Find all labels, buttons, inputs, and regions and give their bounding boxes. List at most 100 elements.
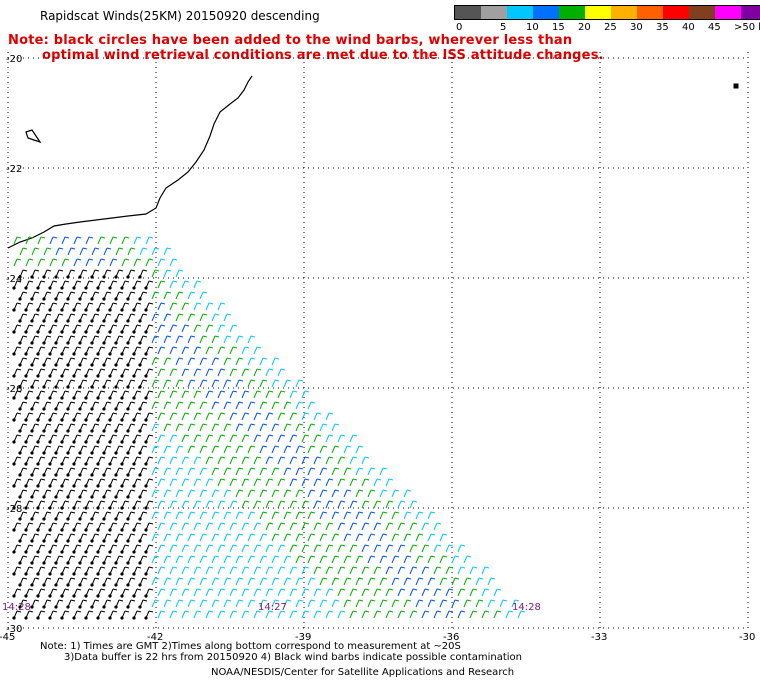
wind-barb xyxy=(181,588,190,597)
wind-barb xyxy=(138,445,148,455)
wind-barb xyxy=(18,291,28,301)
wind-barb xyxy=(163,599,172,608)
wind-barb xyxy=(223,577,232,586)
wind-barb xyxy=(108,500,118,510)
wind-barb xyxy=(415,511,424,520)
wind-barb xyxy=(211,423,220,432)
wind-barb xyxy=(114,291,124,301)
wind-barb xyxy=(295,423,304,432)
lon-tick-label: -39 xyxy=(295,632,311,643)
wind-barb xyxy=(42,533,52,543)
wind-barb xyxy=(13,236,22,245)
lat-tick-label: -20 xyxy=(6,54,22,65)
wind-barb xyxy=(463,555,472,564)
wind-barb xyxy=(325,588,334,597)
wind-barb xyxy=(120,346,130,356)
wind-barb xyxy=(217,412,226,421)
wind-barb xyxy=(132,456,142,466)
wind-barb xyxy=(108,368,118,378)
wind-barb xyxy=(163,445,172,454)
wind-barb xyxy=(205,500,214,509)
wind-barb xyxy=(349,566,358,575)
wind-barb xyxy=(193,500,202,509)
wind-barb xyxy=(169,434,178,443)
wind-barb xyxy=(138,313,148,323)
wind-barb xyxy=(79,247,88,256)
wind-barb xyxy=(301,412,310,421)
wind-barb xyxy=(331,445,340,454)
wind-barb xyxy=(457,588,466,597)
wind-barb xyxy=(30,555,40,565)
wind-barb xyxy=(295,445,304,454)
wind-barb xyxy=(211,599,220,608)
wind-barb xyxy=(247,401,256,410)
wind-barb xyxy=(205,588,214,597)
wind-barb xyxy=(379,467,388,476)
legend-swatch xyxy=(611,6,637,19)
wind-barb xyxy=(223,445,232,454)
legend-swatch xyxy=(455,6,481,19)
wind-barb xyxy=(78,357,88,367)
note-line-2: optimal wind retrieval conditions are me… xyxy=(42,48,604,63)
wind-barb xyxy=(211,467,220,476)
wind-barb xyxy=(259,533,268,542)
wind-barb xyxy=(409,610,418,619)
wind-barb xyxy=(54,599,64,609)
wind-barb xyxy=(108,478,118,488)
wind-barb xyxy=(271,555,280,564)
wind-barb xyxy=(48,390,58,400)
wind-barb xyxy=(175,357,184,366)
wind-barb xyxy=(439,533,448,542)
wind-barb xyxy=(187,379,196,388)
wind-barb xyxy=(325,610,334,619)
wind-barb xyxy=(259,489,268,498)
wind-barb xyxy=(469,588,478,597)
wind-barb xyxy=(253,434,262,443)
wind-barb xyxy=(169,258,178,267)
wind-barb xyxy=(132,434,142,444)
wind-barb xyxy=(217,566,226,575)
wind-barb xyxy=(42,489,52,499)
wind-barb xyxy=(90,269,100,279)
wind-barb xyxy=(313,522,322,531)
wind-barb xyxy=(289,522,298,531)
wind-barb xyxy=(337,478,346,487)
wind-barb xyxy=(229,588,238,597)
wind-barb xyxy=(36,346,46,356)
wind-barb xyxy=(126,533,136,543)
wind-barb xyxy=(48,324,58,334)
wind-barb xyxy=(24,368,34,378)
wind-barb xyxy=(295,489,304,498)
wind-barb xyxy=(313,588,322,597)
wind-barb xyxy=(84,368,94,378)
wind-barb xyxy=(313,566,322,575)
wind-barb xyxy=(331,599,340,608)
wind-barb xyxy=(67,247,76,256)
wind-barb xyxy=(373,588,382,597)
wind-barb xyxy=(475,599,484,608)
wind-barb xyxy=(163,357,172,366)
lat-tick-label: -28 xyxy=(6,504,22,515)
wind-barb xyxy=(18,379,28,389)
wind-barb xyxy=(36,302,46,312)
wind-barb xyxy=(223,335,232,344)
wind-barb xyxy=(193,544,202,553)
wind-barb xyxy=(253,412,262,421)
wind-barb xyxy=(163,291,172,300)
wind-barb xyxy=(271,423,280,432)
wind-barb xyxy=(253,390,262,399)
wind-barb xyxy=(205,610,214,619)
wind-barb xyxy=(313,434,322,443)
wind-barb xyxy=(349,500,358,509)
wind-barb xyxy=(319,577,328,586)
wind-barb xyxy=(343,489,352,498)
wind-barb xyxy=(373,478,382,487)
legend-label: 20 xyxy=(578,22,591,33)
wind-barb xyxy=(108,610,118,620)
wind-barb xyxy=(24,390,34,400)
wind-barb xyxy=(13,258,22,267)
wind-barb xyxy=(241,522,250,531)
wind-barb xyxy=(307,445,316,454)
wind-barb xyxy=(48,522,58,532)
wind-barb xyxy=(277,588,286,597)
